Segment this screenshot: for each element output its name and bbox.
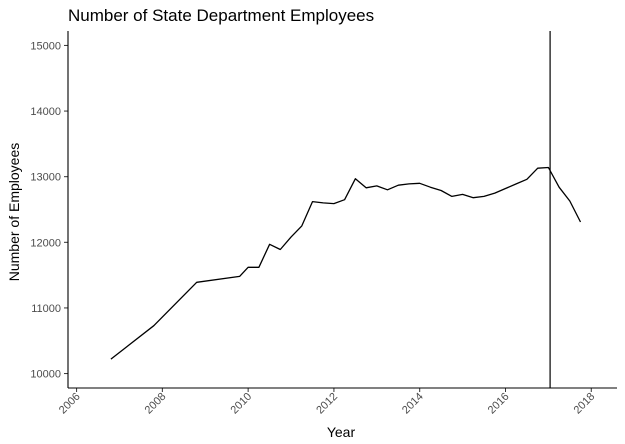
x-tick-label: 2006 [57, 391, 83, 417]
tick-layer: 10000 11000 12000 13000 14000 15000 2006 2008 20… [30, 40, 597, 416]
x-tick-label: 2018 [572, 391, 598, 417]
y-tick-label: 11000 [31, 303, 61, 315]
x-axis-title: Year [327, 424, 356, 440]
x-tick-label: 2014 [400, 391, 426, 417]
x-tick-label: 2016 [486, 391, 512, 417]
series-line-employees [110, 166, 582, 360]
y-tick-label: 10000 [30, 369, 61, 381]
x-tick-label: 2012 [314, 391, 340, 417]
plot-area: 10000 11000 12000 13000 14000 15000 2006 2008 20… [30, 31, 617, 416]
x-tick-label: 2010 [228, 391, 254, 417]
y-tick-label: 14000 [30, 106, 61, 118]
chart-title: Number of State Department Employees [68, 6, 374, 25]
y-tick-label: 12000 [30, 237, 61, 249]
y-tick-label: 13000 [30, 172, 61, 184]
x-tick-label: 2008 [143, 391, 169, 417]
y-axis-title: Number of Employees [6, 143, 22, 282]
y-tick-label: 15000 [30, 40, 61, 52]
